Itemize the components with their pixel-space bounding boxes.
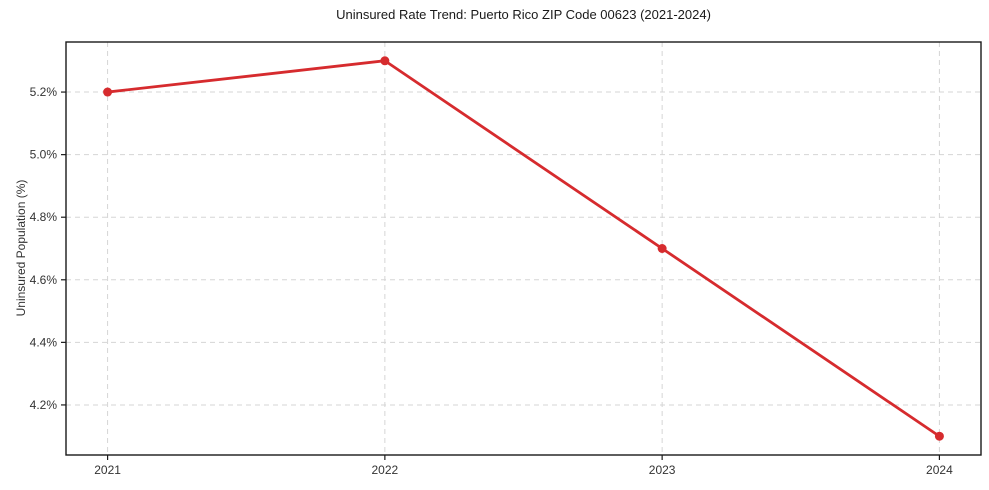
data-point-marker	[380, 56, 390, 66]
y-tick-label: 4.2%	[30, 398, 58, 412]
y-tick-label: 4.4%	[30, 335, 58, 349]
y-tick-label: 4.6%	[30, 273, 58, 287]
plot-border	[65, 41, 982, 456]
y-tick-label: 5.2%	[30, 85, 58, 99]
data-point-marker	[934, 431, 944, 441]
chart-title: Uninsured Rate Trend: Puerto Rico ZIP Co…	[336, 7, 711, 22]
x-tick-label: 2023	[649, 463, 676, 477]
x-tick-label: 2021	[94, 463, 121, 477]
x-tick-label: 2022	[372, 463, 399, 477]
data-point-marker	[103, 87, 113, 97]
y-tick-label: 5.0%	[30, 148, 58, 162]
trend-line	[106, 59, 941, 438]
y-tick-label: 4.8%	[30, 210, 58, 224]
data-point-marker	[657, 244, 667, 253]
x-tick-label: 2024	[926, 463, 953, 477]
